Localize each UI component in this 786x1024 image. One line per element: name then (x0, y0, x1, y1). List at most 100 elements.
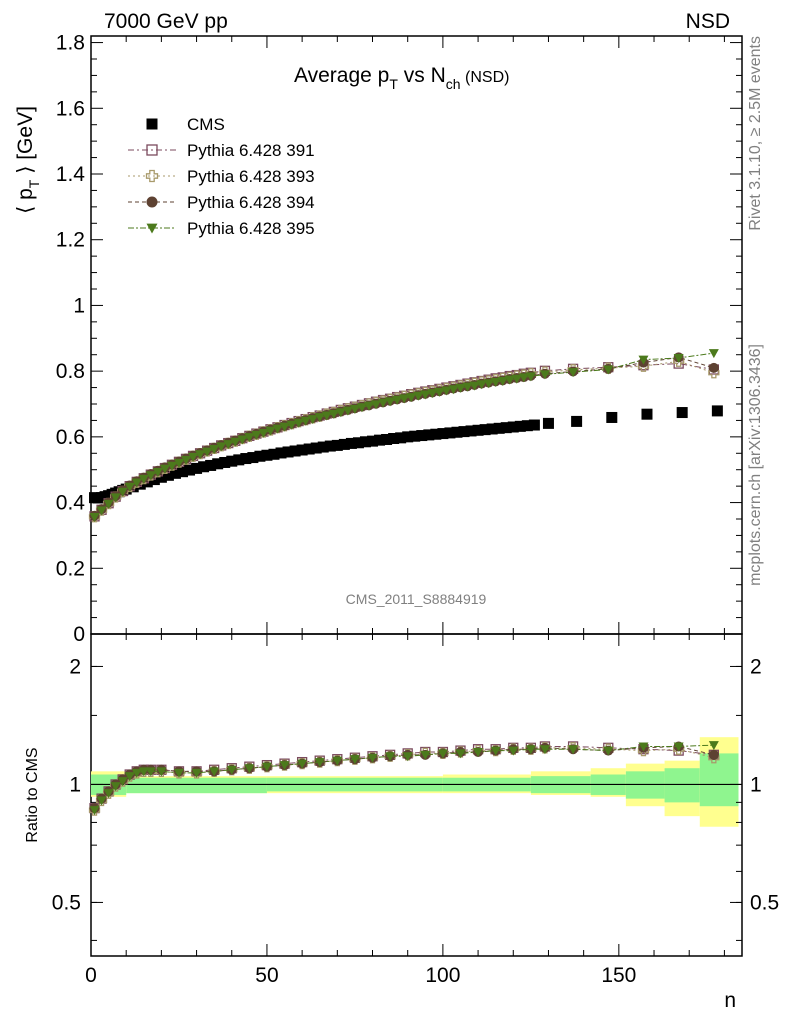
main-point (131, 478, 142, 488)
main-ytick-label: 1.4 (56, 163, 86, 186)
main-point (223, 440, 234, 450)
main-point (169, 467, 181, 479)
main-ytick-label: 0.2 (56, 557, 85, 580)
main-point (282, 446, 294, 458)
main-point (507, 421, 519, 433)
legend-item: CMS (146, 115, 225, 134)
main-ytick-label: 0.4 (56, 492, 86, 515)
ratio-point (297, 759, 308, 769)
main-point (233, 454, 245, 466)
main-point (430, 428, 442, 440)
legend-label: Pythia 6.428 395 (187, 219, 315, 238)
main-point (521, 420, 533, 432)
ratio-point (490, 746, 501, 756)
main-point (606, 411, 618, 423)
main-point (455, 383, 466, 393)
ratio-ytick-label-right: 2 (750, 655, 762, 678)
legend-item: Pythia 6.428 394 (128, 193, 315, 212)
ratio-point (173, 768, 184, 778)
main-point (641, 408, 653, 420)
process-label: NSD (686, 10, 730, 33)
legend-label: Pythia 6.428 393 (187, 167, 315, 186)
main-point (300, 416, 311, 426)
main-point (202, 447, 213, 457)
main-point (434, 387, 445, 397)
main-point (296, 444, 308, 456)
ratio-point (568, 745, 579, 755)
ylabel-sub: T (26, 179, 42, 188)
main-point (399, 394, 410, 404)
legend-item: Pythia 6.428 393 (128, 167, 315, 186)
main-point (96, 506, 107, 516)
main-point (413, 391, 424, 401)
main-point (345, 437, 357, 449)
main-point (110, 493, 121, 503)
main-point (441, 386, 452, 396)
main-point (603, 365, 614, 375)
main-point (476, 380, 487, 390)
axis-ticks: 0 0.2 0.4 0.6 0.8 1 1.2 1.4 1.6 1.8 0 50 100 150 0.5 0.… (52, 32, 779, 987)
main-series-group (88, 349, 723, 523)
main-point (504, 375, 515, 385)
ratio-point (508, 746, 519, 756)
ratio-point (314, 758, 325, 768)
xtick-label: 0 (85, 964, 97, 987)
main-ytick-label: 0.8 (56, 360, 85, 383)
main-point (342, 406, 353, 416)
ratio-ytick-label: 1 (69, 773, 81, 796)
legend-marker (146, 118, 158, 130)
main-point (279, 422, 290, 432)
legend: CMS Pythia 6.428 391 Pythia 6.428 393 Pythi… (128, 115, 315, 238)
main-point (195, 450, 206, 460)
main-point (381, 433, 393, 445)
ratio-point (124, 772, 135, 782)
main-point (423, 429, 435, 441)
main-point (497, 377, 508, 386)
main-point (275, 447, 287, 459)
legend-item: Pythia 6.428 395 (128, 219, 315, 238)
ratio-point (708, 741, 719, 751)
main-ylabel: ⟨ pT ⟩ [GeV] (14, 106, 42, 214)
ratio-point (539, 745, 550, 755)
ratio-point (332, 756, 343, 766)
ratio-point (191, 768, 202, 778)
ratio-point (209, 767, 220, 777)
rivet-label: Rivet 3.1.10, ≥ 2.5M events (747, 36, 764, 231)
main-point (331, 439, 343, 451)
main-point (265, 426, 276, 436)
main-point (191, 462, 203, 474)
main-point (539, 370, 550, 380)
ratio-point (455, 749, 466, 759)
main-point (388, 433, 400, 444)
main-ytick-label: 1.6 (56, 97, 85, 120)
main-point (493, 422, 505, 434)
ratio-ytick-label: 2 (69, 655, 81, 678)
main-point (483, 379, 494, 389)
main-point (349, 404, 360, 414)
ratio-point (145, 767, 156, 777)
ratio-ytick-label-right: 1 (750, 773, 762, 796)
ylabel-post: ⟩ [GeV] (14, 106, 37, 180)
ratio-point (96, 796, 107, 806)
main-point (708, 362, 719, 373)
energy-label: 7000 GeV pp (104, 10, 228, 33)
main-ytick-label: 1.8 (56, 32, 85, 55)
main-point (528, 419, 540, 431)
ratio-band-inner-8 (699, 753, 739, 807)
xtick-label: 50 (255, 964, 278, 987)
ratio-point (708, 749, 719, 760)
ratio-series-group (88, 741, 720, 816)
xtick-label: 100 (425, 964, 460, 987)
main-point (571, 415, 583, 427)
ratio-point (117, 777, 128, 787)
title-mid: vs N (398, 64, 446, 87)
main-point (542, 417, 554, 429)
ratio-point (525, 745, 536, 755)
ratio-series-3 (89, 741, 719, 816)
main-ytick-label: 1.2 (56, 229, 85, 252)
ylabel-pre: ⟨ p (14, 188, 37, 214)
main-point (673, 354, 684, 363)
main-point (324, 440, 336, 452)
main-point (514, 420, 526, 432)
ratio-band-inner-7 (664, 768, 700, 803)
